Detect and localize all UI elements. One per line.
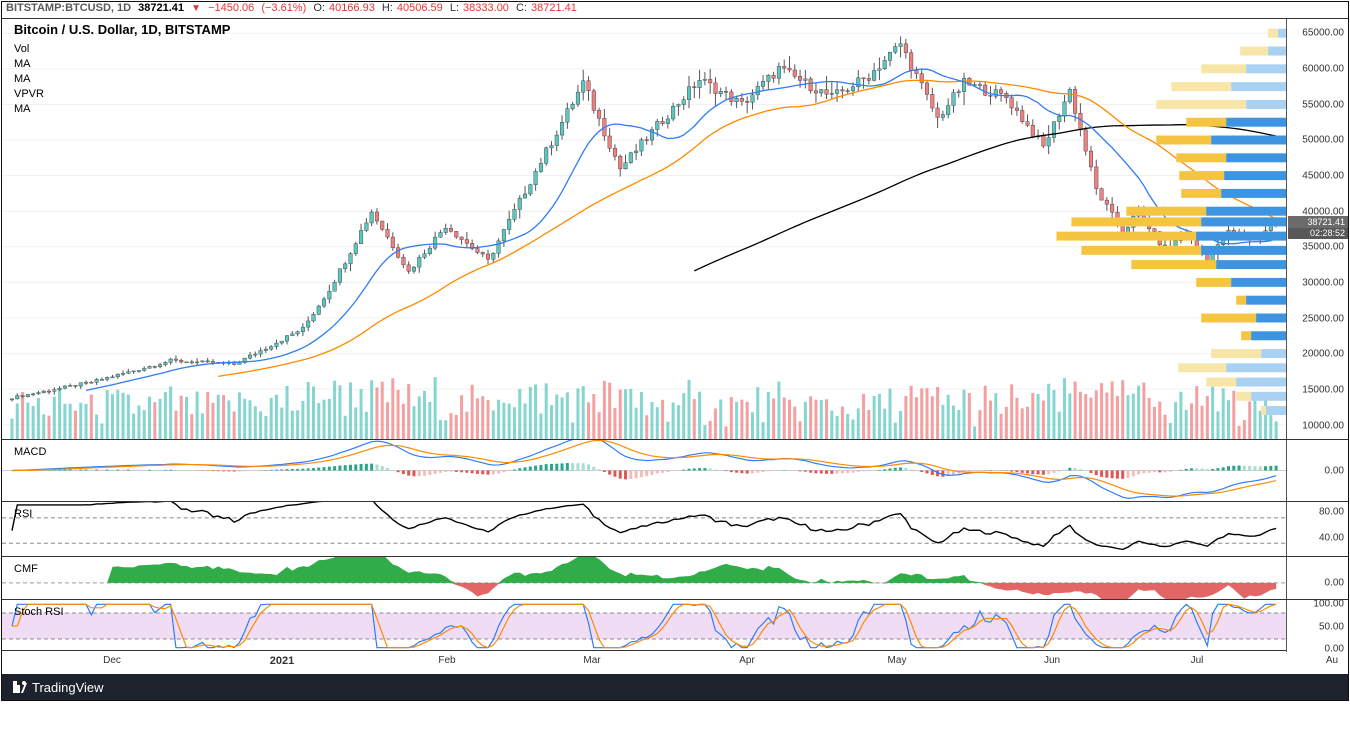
stoch-y-axis[interactable]: 0.0050.00100.00 bbox=[1286, 600, 1348, 652]
change-arrow-icon: ▼ bbox=[187, 3, 201, 14]
legend-ma3[interactable]: MA bbox=[14, 102, 44, 117]
symbol-info-bar: BITSTAMP:BTCUSD, 1D 38721.41 ▼ −1450.06 … bbox=[2, 2, 1348, 18]
cmf-label[interactable]: CMF bbox=[14, 563, 38, 575]
ohlc-o: 40166.93 bbox=[325, 2, 375, 14]
symbol-ticker[interactable]: BITSTAMP:BTCUSD, 1D bbox=[2, 2, 131, 14]
tradingview-icon bbox=[12, 679, 28, 695]
time-x-axis[interactable]: Dec2021FebMarAprMayJunJulAu bbox=[2, 650, 1286, 674]
ohlc-o-label: O: bbox=[309, 2, 325, 14]
rsi-label[interactable]: RSI bbox=[14, 508, 32, 520]
legend-vol[interactable]: Vol bbox=[14, 42, 44, 57]
stoch-pane[interactable]: Stoch RSI 0.0050.00100.00 bbox=[2, 599, 1348, 652]
legend-vpvr[interactable]: VPVR bbox=[14, 87, 44, 102]
ohlc-l-label: L: bbox=[446, 2, 459, 14]
tradingview-logo[interactable]: TradingView bbox=[12, 679, 104, 695]
rsi-svg bbox=[2, 502, 1348, 556]
footer-bar: TradingView bbox=[2, 674, 1348, 700]
ohlc-h: 40506.59 bbox=[393, 2, 443, 14]
ohlc-h-label: H: bbox=[378, 2, 393, 14]
price-tag-value: 38721.41 bbox=[1291, 217, 1345, 228]
cmf-pane[interactable]: CMF 0.00 bbox=[2, 556, 1348, 599]
chart-container: BITSTAMP:BTCUSD, 1D 38721.41 ▼ −1450.06 … bbox=[1, 1, 1349, 701]
legend-ma1[interactable]: MA bbox=[14, 57, 44, 72]
macd-y-axis[interactable]: 0.00 bbox=[1286, 440, 1348, 501]
ohlc-c: 38721.41 bbox=[527, 2, 577, 14]
rsi-pane[interactable]: RSI 40.0080.00 bbox=[2, 501, 1348, 556]
stoch-label[interactable]: Stoch RSI bbox=[14, 606, 64, 618]
change-abs: −1450.06 bbox=[204, 2, 254, 14]
cmf-svg bbox=[2, 557, 1348, 599]
tradingview-text: TradingView bbox=[32, 680, 104, 695]
main-price-pane[interactable]: 10000.0015000.0020000.0025000.0030000.00… bbox=[2, 18, 1348, 439]
last-price: 38721.41 bbox=[134, 2, 184, 14]
cmf-y-axis[interactable]: 0.00 bbox=[1286, 557, 1348, 599]
stoch-svg bbox=[2, 600, 1348, 652]
macd-label[interactable]: MACD bbox=[14, 446, 46, 458]
macd-svg bbox=[2, 440, 1348, 501]
price-chart-svg[interactable] bbox=[2, 19, 1348, 439]
ohlc-c-label: C: bbox=[512, 2, 527, 14]
legend-ma2[interactable]: MA bbox=[14, 72, 44, 87]
current-price-tag: 38721.41 02:28:52 bbox=[1288, 216, 1348, 239]
ohlc-l: 38333.00 bbox=[459, 2, 509, 14]
price-tag-countdown: 02:28:52 bbox=[1288, 228, 1348, 239]
chart-title: Bitcoin / U.S. Dollar, 1D, BITSTAMP bbox=[14, 22, 230, 37]
macd-pane[interactable]: MACD 0.00 bbox=[2, 439, 1348, 501]
rsi-y-axis[interactable]: 40.0080.00 bbox=[1286, 502, 1348, 556]
indicator-legend: Vol MA MA VPVR MA bbox=[14, 42, 44, 117]
change-pct: (−3.61%) bbox=[257, 2, 306, 14]
